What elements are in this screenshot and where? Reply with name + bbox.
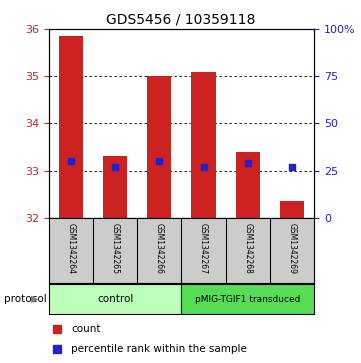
Text: protocol: protocol: [4, 294, 46, 304]
Text: GSM1342265: GSM1342265: [110, 223, 119, 274]
Text: GSM1342268: GSM1342268: [243, 223, 252, 274]
Bar: [280, 201, 304, 218]
Text: count: count: [71, 325, 101, 334]
Text: control: control: [97, 294, 133, 304]
Text: GDS5456 / 10359118: GDS5456 / 10359118: [106, 13, 255, 27]
Bar: [49, 284, 181, 314]
Bar: [181, 284, 314, 314]
Text: GSM1342266: GSM1342266: [155, 223, 164, 274]
Bar: [147, 76, 171, 218]
Bar: [59, 36, 83, 218]
Text: GSM1342269: GSM1342269: [287, 223, 296, 274]
Bar: [236, 152, 260, 218]
Text: GSM1342264: GSM1342264: [66, 223, 75, 274]
Text: percentile rank within the sample: percentile rank within the sample: [71, 344, 247, 354]
Text: pMIG-TGIF1 transduced: pMIG-TGIF1 transduced: [195, 295, 300, 303]
Text: ▶: ▶: [31, 294, 38, 304]
Text: GSM1342267: GSM1342267: [199, 223, 208, 274]
Bar: [103, 156, 127, 218]
Bar: [191, 72, 216, 218]
